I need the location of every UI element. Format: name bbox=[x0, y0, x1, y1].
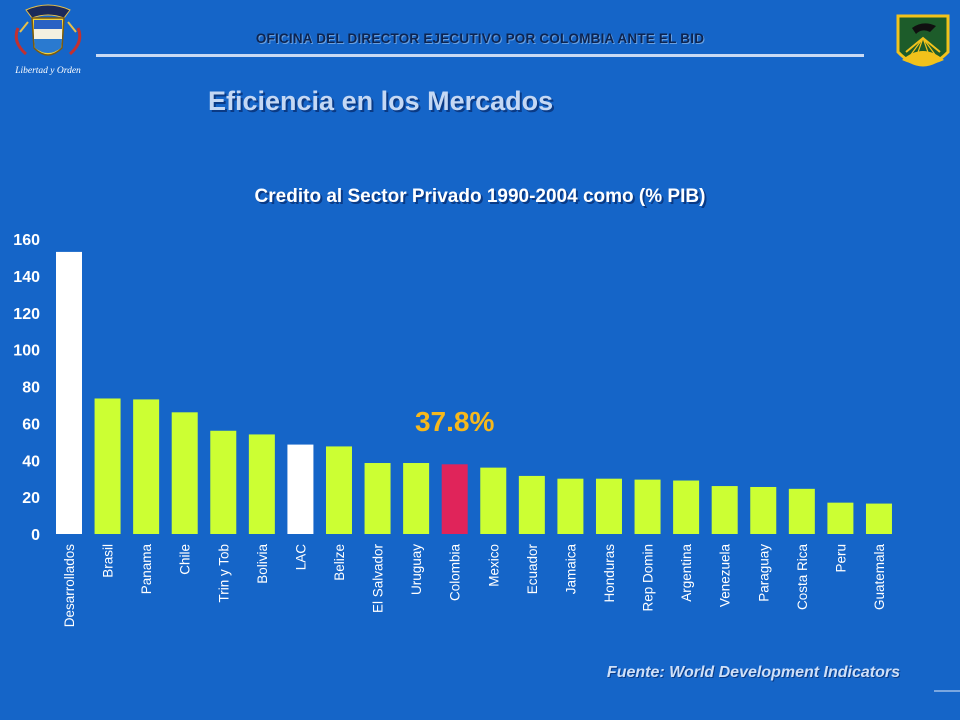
bar-panama bbox=[133, 399, 160, 534]
x-tick-label: Costa Rica bbox=[795, 544, 810, 611]
x-tick-label: Venezuela bbox=[718, 544, 733, 608]
y-tick-label: 0 bbox=[31, 527, 40, 544]
bar-uruguay bbox=[403, 463, 430, 534]
bar-colombia bbox=[441, 464, 468, 534]
x-tick-label: Argentina bbox=[679, 544, 694, 602]
x-tick-label: Panama bbox=[139, 544, 154, 595]
corner-decoration bbox=[934, 690, 960, 692]
x-tick-label: Colombia bbox=[448, 544, 463, 602]
y-tick-label: 140 bbox=[13, 269, 40, 286]
bid-logo-icon bbox=[896, 14, 950, 67]
x-tick-label: Belize bbox=[332, 544, 347, 581]
crest-caption: Libertad y Orden bbox=[15, 66, 81, 76]
x-tick-label: Desarrollados bbox=[62, 544, 77, 628]
colombia-value-annotation: 37.8% bbox=[415, 406, 494, 437]
x-tick-label: Uruguay bbox=[409, 544, 424, 595]
bar-belize bbox=[325, 446, 352, 534]
source-note: Fuente: World Development Indicators bbox=[606, 664, 900, 681]
y-tick-label: 100 bbox=[13, 343, 40, 360]
office-header-title: OFICINA DEL DIRECTOR EJECUTIVO POR COLOM… bbox=[255, 31, 705, 46]
x-tick-label: Honduras bbox=[602, 544, 617, 603]
bar-desarrollados bbox=[56, 251, 82, 534]
bar-rep-domin bbox=[634, 479, 661, 534]
x-tick-label: Chile bbox=[178, 544, 193, 575]
x-tick-label: Guatemala bbox=[872, 544, 887, 611]
x-tick-label: LAC bbox=[293, 544, 308, 571]
bar-ecuador bbox=[518, 475, 545, 534]
bar-bolivia bbox=[248, 434, 275, 534]
y-tick-label: 80 bbox=[22, 380, 40, 397]
x-tick-label: Paraguay bbox=[756, 544, 771, 602]
bar-jamaica bbox=[557, 478, 584, 534]
bar-lac bbox=[287, 444, 314, 534]
bar-chile bbox=[171, 412, 198, 534]
y-tick-label: 60 bbox=[22, 416, 40, 433]
y-tick-label: 120 bbox=[13, 306, 40, 323]
bar-peru bbox=[827, 502, 854, 534]
bar-argentina bbox=[673, 480, 700, 534]
x-tick-label: Trin y Tob bbox=[216, 544, 231, 603]
x-tick-label: Mexico bbox=[486, 544, 501, 587]
bar-guatemala bbox=[865, 503, 892, 534]
x-tick-label: Rep Domin bbox=[641, 544, 656, 612]
y-tick-label: 20 bbox=[22, 490, 40, 507]
bar-costa-rica bbox=[788, 488, 815, 534]
bar-honduras bbox=[595, 478, 622, 534]
x-tick-label: Peru bbox=[833, 544, 848, 573]
colombia-crest-icon bbox=[14, 4, 82, 56]
x-tick-label: Bolivia bbox=[255, 544, 270, 584]
bar-trin-y-tob bbox=[210, 430, 237, 534]
y-tick-label: 160 bbox=[13, 232, 40, 249]
x-tick-label: Jamaica bbox=[563, 544, 578, 595]
x-tick-label: Brasil bbox=[101, 544, 116, 578]
bar-mexico bbox=[480, 467, 507, 534]
x-tick-label: El Salvador bbox=[371, 544, 386, 614]
page-title: Eficiencia en los Mercados bbox=[208, 86, 554, 116]
x-tick-label: Ecuador bbox=[525, 544, 540, 595]
bar-brasil bbox=[94, 398, 121, 534]
bar-el-salvador bbox=[364, 463, 391, 534]
y-tick-label: 40 bbox=[22, 453, 40, 470]
header-divider bbox=[96, 54, 864, 57]
chart-title: Credito al Sector Privado 1990-2004 como… bbox=[254, 186, 706, 207]
bar-paraguay bbox=[750, 486, 777, 534]
bar-venezuela bbox=[711, 486, 738, 534]
